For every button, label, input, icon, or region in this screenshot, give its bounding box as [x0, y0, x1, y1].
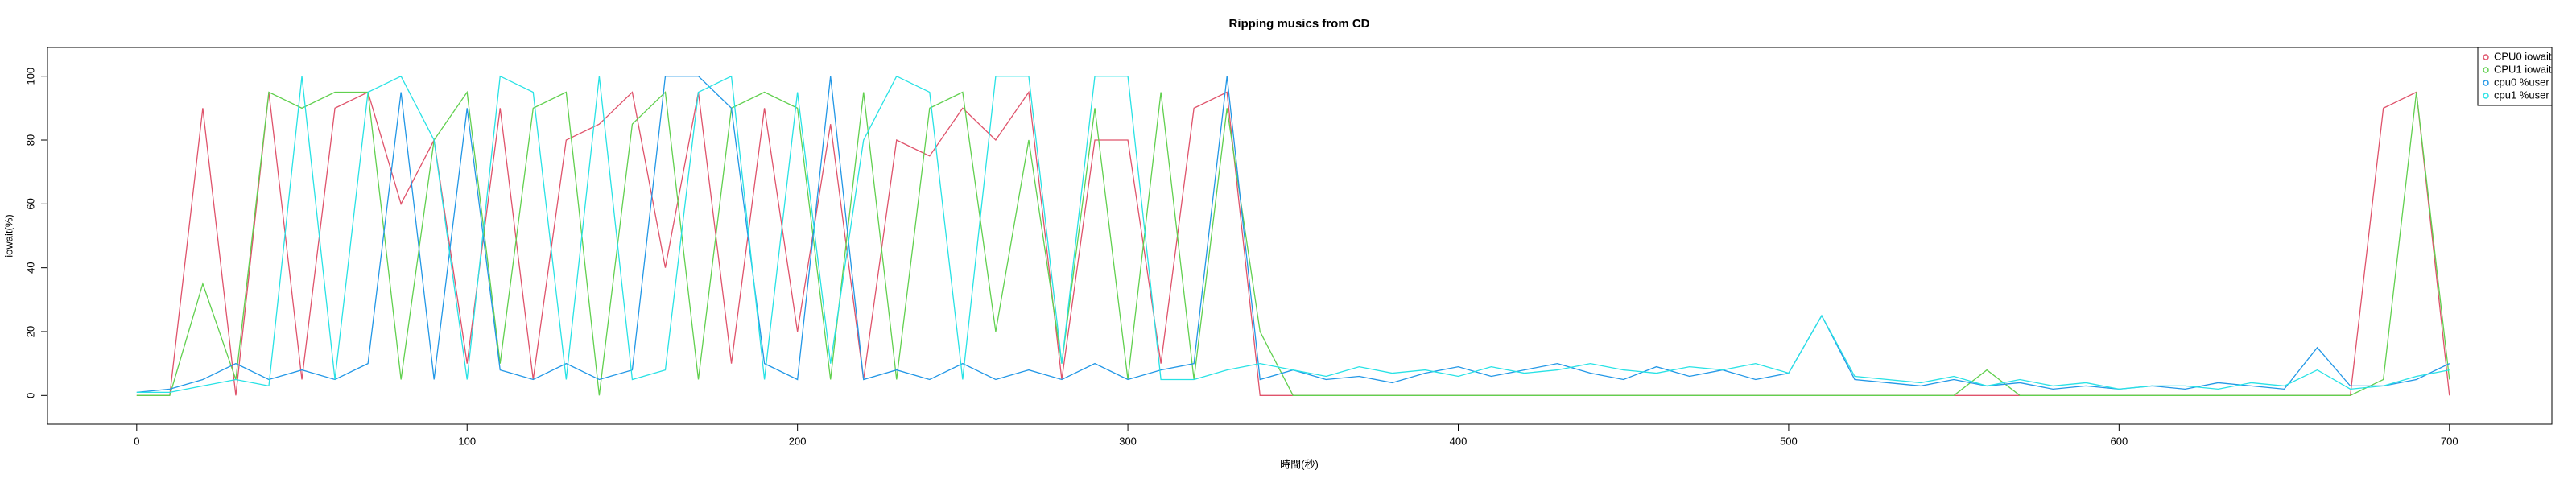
x-axis-label: 時間(秒) — [1280, 458, 1319, 470]
legend-marker — [2483, 80, 2489, 86]
y-tick-label: 0 — [24, 393, 36, 398]
series-line — [136, 90, 2450, 396]
y-tick-label: 80 — [24, 134, 36, 146]
plot-frame — [47, 47, 2553, 425]
y-tick-label: 60 — [24, 198, 36, 209]
legend-box — [2477, 47, 2553, 106]
legend-marker — [2483, 54, 2489, 60]
legend-label: cpu0 %user — [2494, 76, 2549, 88]
x-tick-label: 600 — [2110, 435, 2128, 447]
y-axis-label: iowait(%) — [2, 214, 14, 257]
y-tick-label: 40 — [24, 262, 36, 273]
chart-title: Ripping musics from CD — [1228, 17, 1369, 31]
x-tick-label: 200 — [789, 435, 807, 447]
legend-label: CPU1 iowait — [2494, 63, 2552, 75]
legend-marker — [2483, 93, 2489, 99]
x-tick-label: 300 — [1119, 435, 1137, 447]
y-tick-label: 20 — [24, 326, 36, 337]
x-tick-label: 100 — [458, 435, 476, 447]
x-tick-label: 0 — [134, 435, 139, 447]
x-tick-label: 700 — [2441, 435, 2458, 447]
series-line — [136, 75, 2450, 393]
x-tick-label: 500 — [1780, 435, 1798, 447]
legend-label: cpu1 %user — [2494, 89, 2549, 101]
legend-marker — [2483, 67, 2489, 73]
x-tick-label: 400 — [1450, 435, 1468, 447]
y-tick-label: 100 — [24, 68, 36, 85]
legend-label: CPU0 iowait — [2494, 50, 2552, 62]
